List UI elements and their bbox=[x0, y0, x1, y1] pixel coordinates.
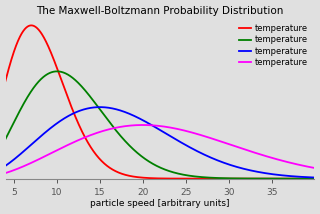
temperature bbox=[55, 70, 59, 73]
temperature bbox=[274, 177, 277, 180]
temperature bbox=[274, 173, 277, 176]
temperature bbox=[147, 177, 151, 179]
Line: temperature: temperature bbox=[0, 107, 320, 179]
temperature bbox=[147, 122, 151, 125]
temperature bbox=[274, 158, 277, 160]
temperature bbox=[141, 124, 145, 126]
temperature bbox=[147, 160, 151, 163]
temperature bbox=[98, 106, 102, 108]
Line: temperature: temperature bbox=[0, 125, 320, 179]
temperature bbox=[274, 177, 277, 180]
temperature bbox=[147, 124, 151, 126]
Line: temperature: temperature bbox=[0, 25, 320, 179]
temperature bbox=[29, 24, 33, 27]
temperature bbox=[157, 125, 161, 127]
Legend: temperature, temperature, temperature, temperature: temperature, temperature, temperature, t… bbox=[236, 22, 310, 69]
temperature bbox=[157, 166, 161, 168]
temperature bbox=[157, 177, 161, 180]
X-axis label: particle speed [arbitrary units]: particle speed [arbitrary units] bbox=[90, 199, 230, 208]
temperature bbox=[157, 128, 161, 131]
Title: The Maxwell-Boltzmann Probability Distribution: The Maxwell-Boltzmann Probability Distri… bbox=[36, 6, 284, 16]
Line: temperature: temperature bbox=[0, 71, 320, 179]
